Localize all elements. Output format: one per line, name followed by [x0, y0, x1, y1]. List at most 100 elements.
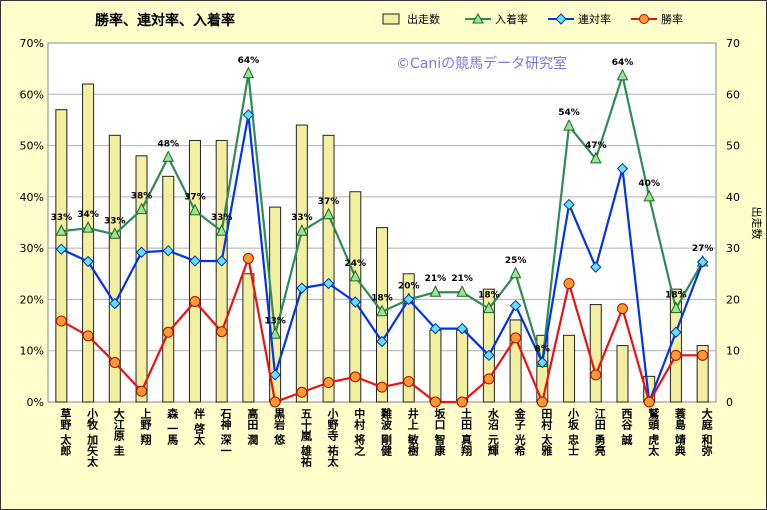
- x-category-label: 伴 啓太: [192, 407, 206, 446]
- win-rate-point: [55, 315, 67, 327]
- place-rate-data-label: 47%: [585, 141, 607, 151]
- bar-starts: [295, 124, 308, 403]
- y-left-tick-label: 0%: [27, 396, 44, 409]
- quinella-rate-point: [322, 277, 335, 290]
- bar-starts: [696, 345, 709, 403]
- place-rate-point: [509, 266, 522, 279]
- place-rate-point: [643, 189, 656, 202]
- quinella-rate-point: [403, 293, 415, 306]
- x-category-label: 草野 太郎: [59, 407, 73, 457]
- win-rate-point: [403, 375, 415, 387]
- x-category-label: 上野 翔: [139, 407, 153, 446]
- place-rate-data-label: 25%: [505, 256, 527, 266]
- place-rate-data-label: 21%: [425, 274, 447, 284]
- x-category-label: 田村 太雅: [540, 408, 554, 457]
- place-rate-data-label: 8%: [535, 345, 550, 355]
- place-rate-data-label: 64%: [238, 56, 260, 66]
- place-rate-data-label: 21%: [451, 274, 473, 284]
- place-rate-point: [376, 304, 388, 317]
- quinella-rate-point: [55, 243, 68, 255]
- win-rate-point: [296, 386, 308, 398]
- x-category-label: 西谷 誠: [620, 408, 633, 446]
- place-rate-data-label: 33%: [104, 216, 126, 226]
- x-category-label: 黒岩 悠: [273, 408, 287, 445]
- x-category-label: 大江原 圭: [112, 407, 125, 457]
- place-rate-point: [616, 68, 629, 81]
- win-rate-point: [136, 385, 148, 397]
- x-category-label: 水沼 元輝: [486, 407, 499, 457]
- x-category-label: 小坂 忠士: [567, 407, 581, 456]
- win-rate-point: [189, 295, 201, 307]
- bar-starts: [322, 134, 335, 403]
- win-rate-point: [376, 381, 388, 393]
- win-rate-point: [269, 396, 281, 408]
- place-rate-data-label: 13%: [264, 316, 286, 326]
- legend-label: 出走数: [407, 12, 440, 26]
- quinella-rate-point: [509, 299, 522, 312]
- bar-starts: [108, 134, 121, 403]
- win-rate-point: [323, 377, 335, 389]
- legend-win-marker: [639, 14, 649, 24]
- place-rate-data-label: 24%: [345, 259, 367, 269]
- y-right-axis-label: 出走数: [750, 207, 764, 240]
- quinella-rate-point: [429, 322, 442, 335]
- place-rate-point: [296, 224, 308, 236]
- y-left-tick-label: 40%: [20, 191, 44, 204]
- quinella-rate-point: [670, 326, 682, 338]
- quinella-rate-point: [242, 109, 255, 121]
- bar-starts: [429, 329, 442, 403]
- quinella-rate-point: [82, 255, 94, 268]
- place-rate-point: [55, 224, 68, 236]
- x-category-label: 蓑島 靖典: [673, 407, 687, 457]
- bar-starts: [188, 139, 201, 403]
- bar-starts: [509, 319, 522, 403]
- win-rate-point: [590, 369, 602, 381]
- place-rate-point: [135, 202, 148, 215]
- x-category-label: 小野寺 祐太: [326, 407, 340, 468]
- place-rate-point: [242, 66, 255, 79]
- win-rate-point: [162, 326, 174, 338]
- bar-starts: [589, 304, 602, 403]
- x-category-label: 高田 潤: [246, 407, 259, 446]
- bar-starts: [135, 155, 148, 403]
- place-rate-data-label: 33%: [291, 213, 313, 223]
- win-rate-point: [563, 278, 575, 290]
- y-left-tick-label: 60%: [20, 88, 44, 101]
- y-right-tick-label: 20: [726, 293, 740, 306]
- y-right-tick-label: 70: [726, 37, 740, 50]
- legend-quinella-marker: [555, 13, 567, 25]
- bar-starts: [215, 139, 228, 403]
- quinella-rate-point: [162, 245, 174, 257]
- place-rate-point: [589, 151, 602, 164]
- quinella-rate-point: [483, 349, 495, 362]
- place-rate-data-label: 38%: [131, 192, 153, 202]
- place-rate-point: [189, 203, 201, 216]
- x-category-label: 井上 敏樹: [406, 407, 420, 457]
- place-rate-point: [456, 285, 468, 297]
- y-right-tick-label: 50: [726, 140, 740, 153]
- y-left-tick-label: 30%: [20, 242, 44, 255]
- quinella-rate-point: [696, 256, 709, 268]
- legend-label: 勝率: [661, 12, 683, 26]
- y-left-tick-label: 10%: [20, 345, 44, 358]
- y-left-tick-label: 50%: [20, 140, 44, 153]
- y-right-tick-label: 0: [726, 396, 733, 409]
- win-rate-point: [643, 396, 655, 408]
- chart-title: 勝率、連対率、入着率: [95, 12, 235, 29]
- quinella-rate-point: [296, 282, 308, 294]
- x-category-label: 難波 剛健: [380, 407, 393, 457]
- y-right-tick-label: 40: [726, 191, 740, 204]
- place-rate-data-label: 48%: [157, 139, 179, 149]
- quinella-rate-point: [590, 261, 602, 273]
- place-rate-point: [162, 150, 175, 162]
- x-category-label: 大庭 和弥: [700, 407, 713, 457]
- y-left-tick-label: 70%: [20, 37, 44, 50]
- quinella-rate-point: [269, 369, 281, 381]
- x-category-label: 五十嵐 雄祐: [299, 408, 313, 468]
- place-rate-point: [483, 301, 495, 314]
- place-rate-point: [563, 118, 575, 131]
- place-rate-data-label: 20%: [398, 281, 420, 291]
- win-rate-point: [456, 396, 468, 408]
- place-rate-data-label: 18%: [371, 294, 393, 304]
